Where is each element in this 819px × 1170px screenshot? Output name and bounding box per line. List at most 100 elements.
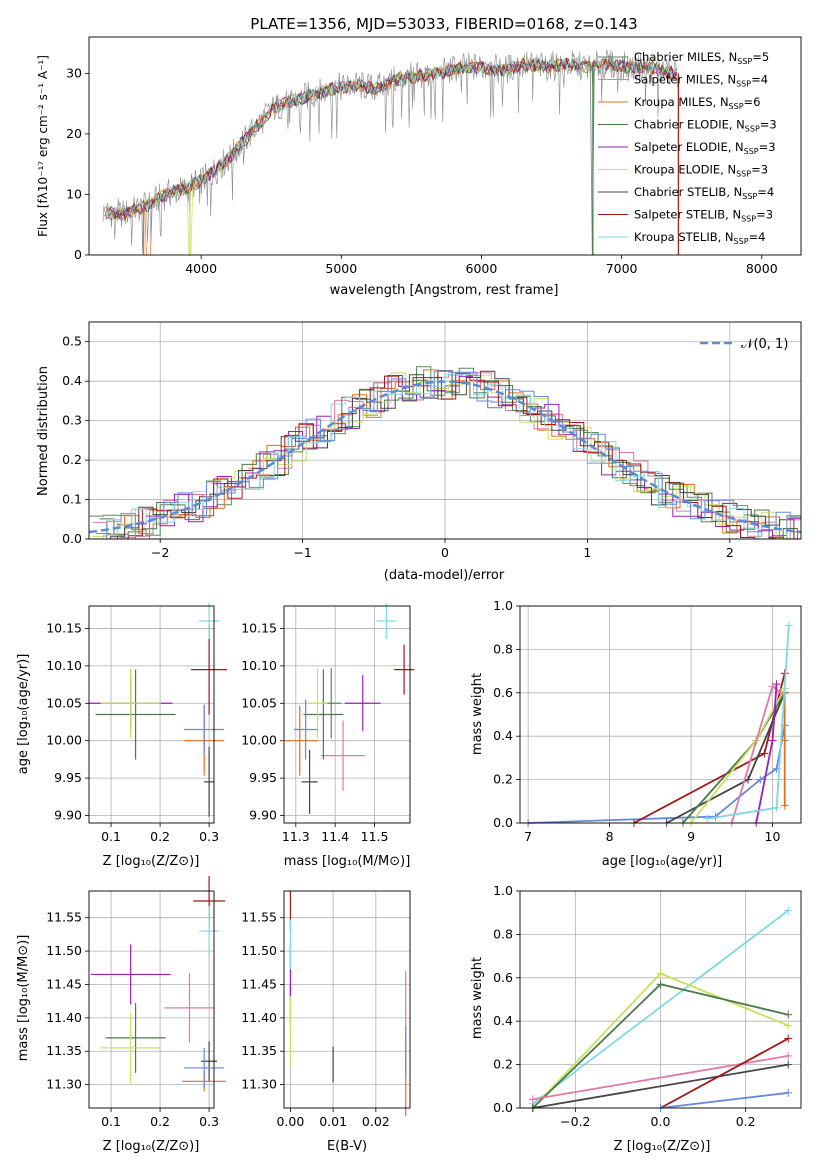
plot-frame [519, 605, 802, 824]
y-tick-label: 11.50 [46, 943, 82, 958]
plot-frame [519, 890, 802, 1109]
x-tick-label: 0.01 [319, 1114, 347, 1129]
plot-frame [88, 321, 802, 540]
y-tick-label: 0.3 [62, 413, 82, 428]
y-tick-label: 10 [66, 186, 82, 201]
y-tick-label: 10.10 [241, 658, 277, 673]
x-tick-label: 1 [583, 545, 591, 560]
y-tick-label: 0.4 [62, 373, 82, 388]
legend-label: Kroupa ELODIE, NSSP=3 [634, 163, 768, 179]
mw-age-ylabel: mass weight [470, 673, 485, 755]
y-tick-label: 11.55 [46, 910, 82, 925]
mass-z-ylabel: mass [log₁₀(M/M⊙)] [16, 935, 31, 1062]
model-spectrum-line [105, 58, 677, 256]
gaussian-legend-label: 𝒩(0, 1) [741, 337, 788, 352]
massweight-z-line [532, 909, 789, 1105]
model-spectrum-line [107, 57, 677, 221]
residual-histogram-line [89, 373, 801, 540]
x-tick-label: 6000 [466, 261, 498, 276]
residual-histogram-line [96, 370, 801, 540]
residual-histogram-line [92, 370, 801, 540]
mass-vs-ebv-panel: E(B-V) 0.00 0.01 0.02 11.30 11.35 11.40 11.45 1… [241, 890, 411, 1154]
y-tick-label: 0.2 [62, 452, 82, 467]
age-z-ylabel: age [log₁₀(age/yr)] [16, 654, 31, 775]
massweight-vs-z-panel: Z [log₁₀(Z/Z⊙)] mass weight −0.2 0.0 0.2 0.… [470, 883, 802, 1154]
x-tick-label: 0.1 [101, 829, 121, 844]
plot-frame [88, 605, 215, 824]
legend-label: Kroupa MILES, NSSP=6 [634, 95, 760, 111]
y-tick-label: 11.40 [241, 1010, 277, 1025]
y-tick-label: 10.05 [241, 695, 277, 710]
y-tick-label: 0.4 [493, 1013, 513, 1028]
gaussian-curve [88, 380, 802, 534]
x-tick-label: 0.3 [199, 829, 219, 844]
y-tick-label: 11.55 [241, 910, 277, 925]
residual-histogram-line [92, 372, 801, 540]
mass-ebv-xlabel: E(B-V) [327, 1139, 367, 1154]
residual-panel: (data-model)/error Normed distribution −… [36, 321, 802, 583]
residual-xlabel: (data-model)/error [384, 568, 505, 583]
y-tick-label: 11.30 [46, 1077, 82, 1092]
massweight-z-line [532, 1063, 789, 1109]
legend-label: Chabrier STELIB, NSSP=4 [634, 185, 774, 201]
x-tick-label: 0 [441, 545, 449, 560]
x-tick-label: 8 [606, 829, 614, 844]
massweight-z-line [532, 1055, 789, 1101]
x-tick-label: 0.1 [101, 1114, 121, 1129]
x-tick-label: 4000 [185, 261, 217, 276]
x-tick-label: 11.4 [321, 829, 349, 844]
y-tick-label: 11.30 [241, 1077, 277, 1092]
spectrum-ylabel: Flux [fλ10⁻¹⁷ erg cm⁻² s⁻¹ A⁻¹] [36, 55, 50, 237]
x-tick-label: 7000 [606, 261, 638, 276]
legend-label: Chabrier ELODIE, NSSP=3 [634, 118, 777, 134]
y-tick-label: 11.45 [46, 976, 82, 991]
mass-vs-z-panel: Z [log₁₀(Z/Z⊙)] mass [log₁₀(M/M⊙)] 0.1 0.… [16, 876, 227, 1154]
x-tick-label: 0.2 [150, 829, 170, 844]
massweight-z-line [660, 1037, 789, 1109]
mass-z-xlabel: Z [log₁₀(Z/Z⊙)] [103, 1139, 200, 1154]
y-tick-label: 0.6 [493, 970, 513, 985]
residual-histogram-line [92, 372, 801, 540]
age-vs-mass-panel: mass [log₁₀(M/M⊙)] 11.3 11.4 11.5 9.90 9.95 1… [241, 602, 415, 869]
model-spectrum-line [107, 57, 677, 222]
y-tick-label: 0.2 [493, 1057, 513, 1072]
y-tick-label: 11.45 [241, 976, 277, 991]
x-tick-label: 0.02 [362, 1114, 390, 1129]
legend-label: Salpeter ELODIE, NSSP=3 [634, 140, 776, 156]
y-tick-label: 0.0 [62, 531, 82, 546]
plot-frame [88, 36, 802, 256]
spectrum-title: PLATE=1356, MJD=53033, FIBERID=0168, z=0… [250, 15, 637, 33]
x-tick-label: 7 [524, 829, 532, 844]
x-tick-label: 0.2 [150, 1114, 170, 1129]
x-tick-label: 2 [726, 545, 734, 560]
plot-frame [283, 605, 411, 824]
y-tick-label: 11.35 [241, 1043, 277, 1058]
massweight-age-line [666, 692, 786, 824]
massweight-vs-age-panel: age [log₁₀(age/yr)] mass weight 7 8 9 10 0.0… [470, 598, 802, 869]
age-vs-z-panel: Z [log₁₀(Z/Z⊙)] age [log₁₀(age/yr)] 0.1 0… [16, 602, 228, 869]
y-tick-label: 10.15 [46, 620, 82, 635]
y-tick-label: 10.00 [46, 733, 82, 748]
age-z-xlabel: Z [log₁₀(Z/Z⊙)] [103, 854, 200, 869]
residual-ylabel: Normed distribution [36, 366, 51, 496]
x-tick-label: 11.3 [282, 829, 310, 844]
legend-label: Salpeter MILES, NSSP=4 [634, 73, 768, 89]
y-tick-label: 9.95 [249, 770, 277, 785]
x-tick-label: 8000 [746, 261, 778, 276]
mw-z-ylabel: mass weight [470, 957, 485, 1039]
y-tick-label: 11.50 [241, 943, 277, 958]
y-tick-label: 9.95 [54, 770, 82, 785]
massweight-age-line [730, 684, 782, 824]
y-tick-label: 0.8 [493, 641, 513, 656]
y-tick-label: 9.90 [249, 808, 277, 823]
y-tick-label: 20 [66, 126, 82, 141]
y-tick-label: 10.00 [241, 733, 277, 748]
legend-label: Salpeter STELIB, NSSP=3 [634, 208, 773, 224]
spectrum-xlabel: wavelength [Angstrom, rest frame] [330, 283, 559, 298]
x-tick-label: 0.00 [276, 1114, 304, 1129]
y-tick-label: 0.6 [493, 685, 513, 700]
residual-histogram-line [96, 369, 801, 540]
x-tick-label: 0.3 [199, 1114, 219, 1129]
y-tick-label: 0.5 [62, 334, 82, 349]
